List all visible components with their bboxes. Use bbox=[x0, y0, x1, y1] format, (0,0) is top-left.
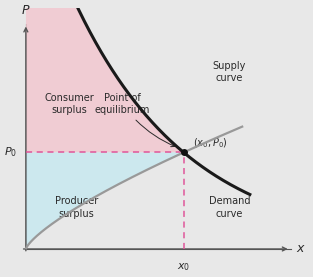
Text: Consumer
surplus: Consumer surplus bbox=[44, 93, 94, 115]
Text: Point of
equilibrium: Point of equilibrium bbox=[95, 93, 175, 147]
Text: Supply
curve: Supply curve bbox=[213, 61, 246, 83]
Text: $P_0$: $P_0$ bbox=[4, 145, 17, 159]
Text: $P$: $P$ bbox=[21, 4, 31, 17]
Text: $x$: $x$ bbox=[296, 242, 305, 255]
Text: Producer
surplus: Producer surplus bbox=[55, 196, 98, 219]
Text: $x_0$: $x_0$ bbox=[177, 261, 190, 273]
Text: $(x_0, P_0)$: $(x_0, P_0)$ bbox=[192, 137, 227, 150]
Text: Demand
curve: Demand curve bbox=[209, 196, 250, 219]
Polygon shape bbox=[26, 152, 184, 248]
Polygon shape bbox=[26, 0, 184, 152]
